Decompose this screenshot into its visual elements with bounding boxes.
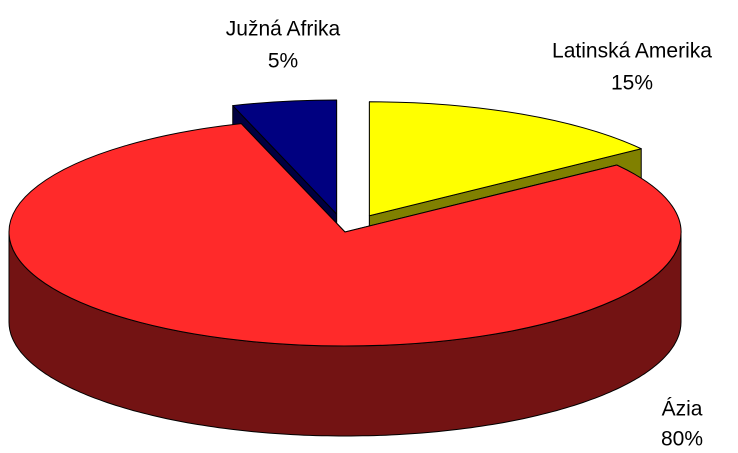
slice <box>8 123 682 437</box>
slice-top <box>8 123 682 347</box>
slice-label: Ázia <box>662 398 703 421</box>
slice-value-label: 80% <box>661 428 703 451</box>
slice-top <box>368 101 642 217</box>
slice-value-label: 15% <box>611 72 653 95</box>
slice-top <box>232 99 338 215</box>
pie <box>8 99 682 437</box>
slice-label: Latinská Amerika <box>552 40 712 63</box>
slice-value-label: 5% <box>268 50 298 73</box>
slice-label: Južná Afrika <box>226 18 341 41</box>
